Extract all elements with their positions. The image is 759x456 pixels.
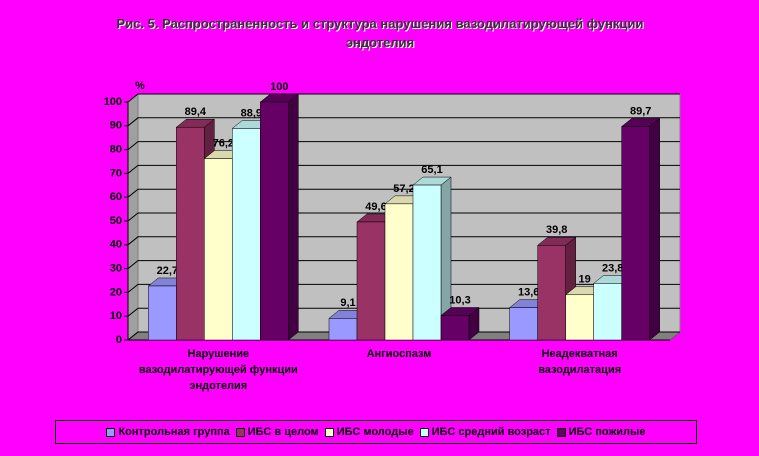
value-label: 19 [579, 274, 591, 286]
legend-label: ИБС пожилые [568, 426, 646, 438]
bar [232, 128, 261, 341]
bar [565, 294, 594, 341]
bar [440, 315, 470, 341]
legend-swatch [556, 427, 566, 437]
legend-label: ИБС средний возраст [431, 426, 551, 438]
value-label: 13,6 [518, 287, 539, 299]
legend: Контрольная группа ИБС в целом ИБС молодые… [55, 420, 697, 444]
y-tick-label: 30 [110, 263, 122, 275]
y-tick-label: 90 [110, 120, 122, 132]
bar [204, 158, 233, 341]
value-label: 89,4 [185, 106, 207, 118]
legend-label: ИБС в целом [247, 426, 319, 438]
legend-swatch [235, 427, 245, 437]
grid-line [127, 236, 680, 246]
value-label: 22,7 [157, 265, 178, 277]
legend-label: ИБС молодые [336, 426, 414, 438]
y-tick-label: 100 [104, 96, 122, 108]
grid-line [127, 188, 680, 198]
value-label: 88,9 [241, 107, 262, 119]
value-label: 10,3 [449, 294, 470, 306]
chart-title: Рис. 5. Распространенность и структура н… [116, 16, 644, 50]
legend-swatch [324, 427, 334, 437]
y-tick-label: 50 [110, 215, 122, 227]
grid-line [127, 117, 680, 127]
bar [412, 184, 442, 341]
value-label: 57,2 [393, 183, 414, 195]
grid-line [127, 283, 680, 293]
y-tick-label: 70 [110, 167, 122, 179]
value-label: 9,1 [340, 297, 355, 309]
grid-line [127, 331, 680, 341]
bar [260, 101, 289, 341]
bar [356, 221, 386, 341]
grid-line [127, 164, 680, 174]
legend-swatch [106, 427, 116, 437]
value-label: 89,7 [630, 105, 651, 117]
value-label: 39,8 [546, 224, 567, 236]
bar [176, 126, 205, 341]
legend-item: ИБС молодые [324, 426, 414, 438]
grid-line [127, 260, 680, 269]
x-tick-label: Нарушение вазодилатирующей функции эндот… [138, 348, 298, 392]
bar-side [649, 117, 660, 341]
legend-swatch [419, 427, 429, 437]
grid-line [127, 307, 680, 317]
value-label: 65,1 [421, 164, 442, 176]
legend-item: Контрольная группа [106, 426, 230, 438]
y-tick-label: 20 [110, 286, 122, 298]
bar [593, 283, 622, 341]
value-label: 76,2 [213, 138, 234, 150]
bar-side [288, 93, 299, 341]
bar [148, 285, 177, 341]
value-label: 23,8 [602, 262, 623, 274]
legend-item: ИБС пожилые [556, 426, 646, 438]
value-label: 49,6 [365, 201, 386, 213]
grid-line [127, 212, 680, 222]
legend-item: ИБС средний возраст [419, 426, 551, 438]
legend-label: Контрольная группа [118, 426, 230, 438]
legend-item: ИБС в целом [235, 426, 319, 438]
bar [328, 318, 358, 341]
bar [384, 203, 414, 341]
y-tick-label: 40 [110, 239, 122, 251]
y-tick-label: 10 [110, 310, 122, 322]
x-tick-label: Ангиоспазм [366, 348, 432, 360]
y-tick-label: 60 [110, 191, 122, 203]
y-axis-label: % [135, 80, 145, 92]
grid-line [127, 141, 680, 150]
bar [537, 245, 566, 341]
y-tick-label: 0 [116, 334, 122, 346]
y-tick-label: 80 [110, 144, 122, 156]
x-tick-label: Неадекватная вазодилатация [538, 348, 622, 376]
grid-line [127, 93, 680, 103]
bar [509, 307, 538, 341]
bar [621, 126, 650, 341]
value-label: 100 [270, 81, 288, 93]
